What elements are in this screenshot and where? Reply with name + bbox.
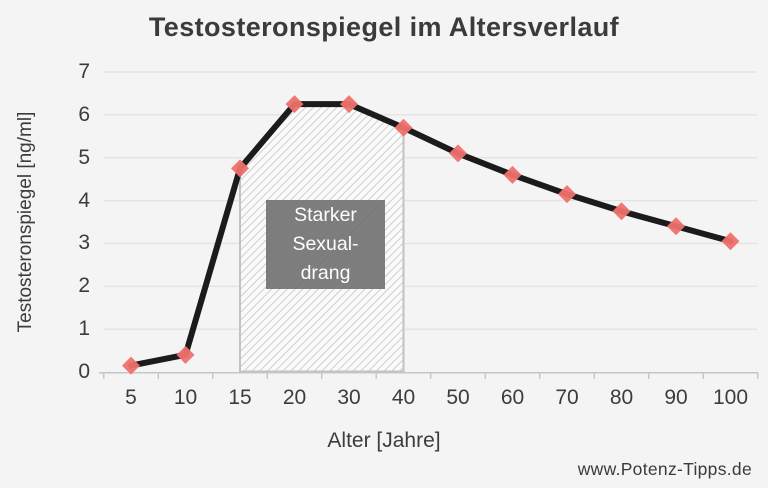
y-tick-label: 0 bbox=[78, 360, 90, 383]
watermark: www.Potenz-Tipps.de bbox=[577, 459, 752, 479]
data-line bbox=[128, 101, 734, 369]
annotation-line: drang bbox=[300, 262, 351, 284]
x-tick-label: 20 bbox=[282, 386, 307, 409]
data-point-markers bbox=[122, 95, 740, 375]
gridlines bbox=[104, 71, 757, 330]
x-tick-label: 30 bbox=[337, 386, 361, 409]
annotation-line: Starker bbox=[294, 204, 357, 226]
y-tick-label: 3 bbox=[78, 231, 90, 255]
chart-title: Testosteronspiegel im Altersverlauf bbox=[148, 12, 620, 42]
x-tick-label: 60 bbox=[500, 386, 525, 409]
y-tick-label: 6 bbox=[78, 102, 90, 126]
x-tick-label: 90 bbox=[664, 386, 688, 409]
x-tick-label: 100 bbox=[712, 386, 749, 409]
annotation-line: Sexual- bbox=[292, 233, 359, 255]
x-axis bbox=[99, 372, 759, 379]
y-tick-label: 7 bbox=[78, 60, 90, 83]
x-tick-label: 80 bbox=[609, 386, 634, 409]
x-tick-label: 70 bbox=[555, 386, 579, 409]
x-tick-label: 15 bbox=[228, 386, 252, 409]
y-tick-label: 4 bbox=[78, 188, 90, 212]
x-tick-label: 10 bbox=[173, 386, 198, 409]
y-tick-label: 5 bbox=[78, 145, 90, 169]
x-tick-label: 5 bbox=[125, 386, 137, 409]
x-tick-label: 40 bbox=[391, 386, 416, 409]
y-tick-label: 1 bbox=[78, 317, 90, 341]
annotation-box: Starker Sexual- drang bbox=[266, 200, 385, 289]
x-axis-title: Alter [Jahre] bbox=[327, 429, 441, 452]
y-tick-label: 2 bbox=[78, 274, 90, 298]
x-tick-label: 50 bbox=[446, 386, 470, 409]
